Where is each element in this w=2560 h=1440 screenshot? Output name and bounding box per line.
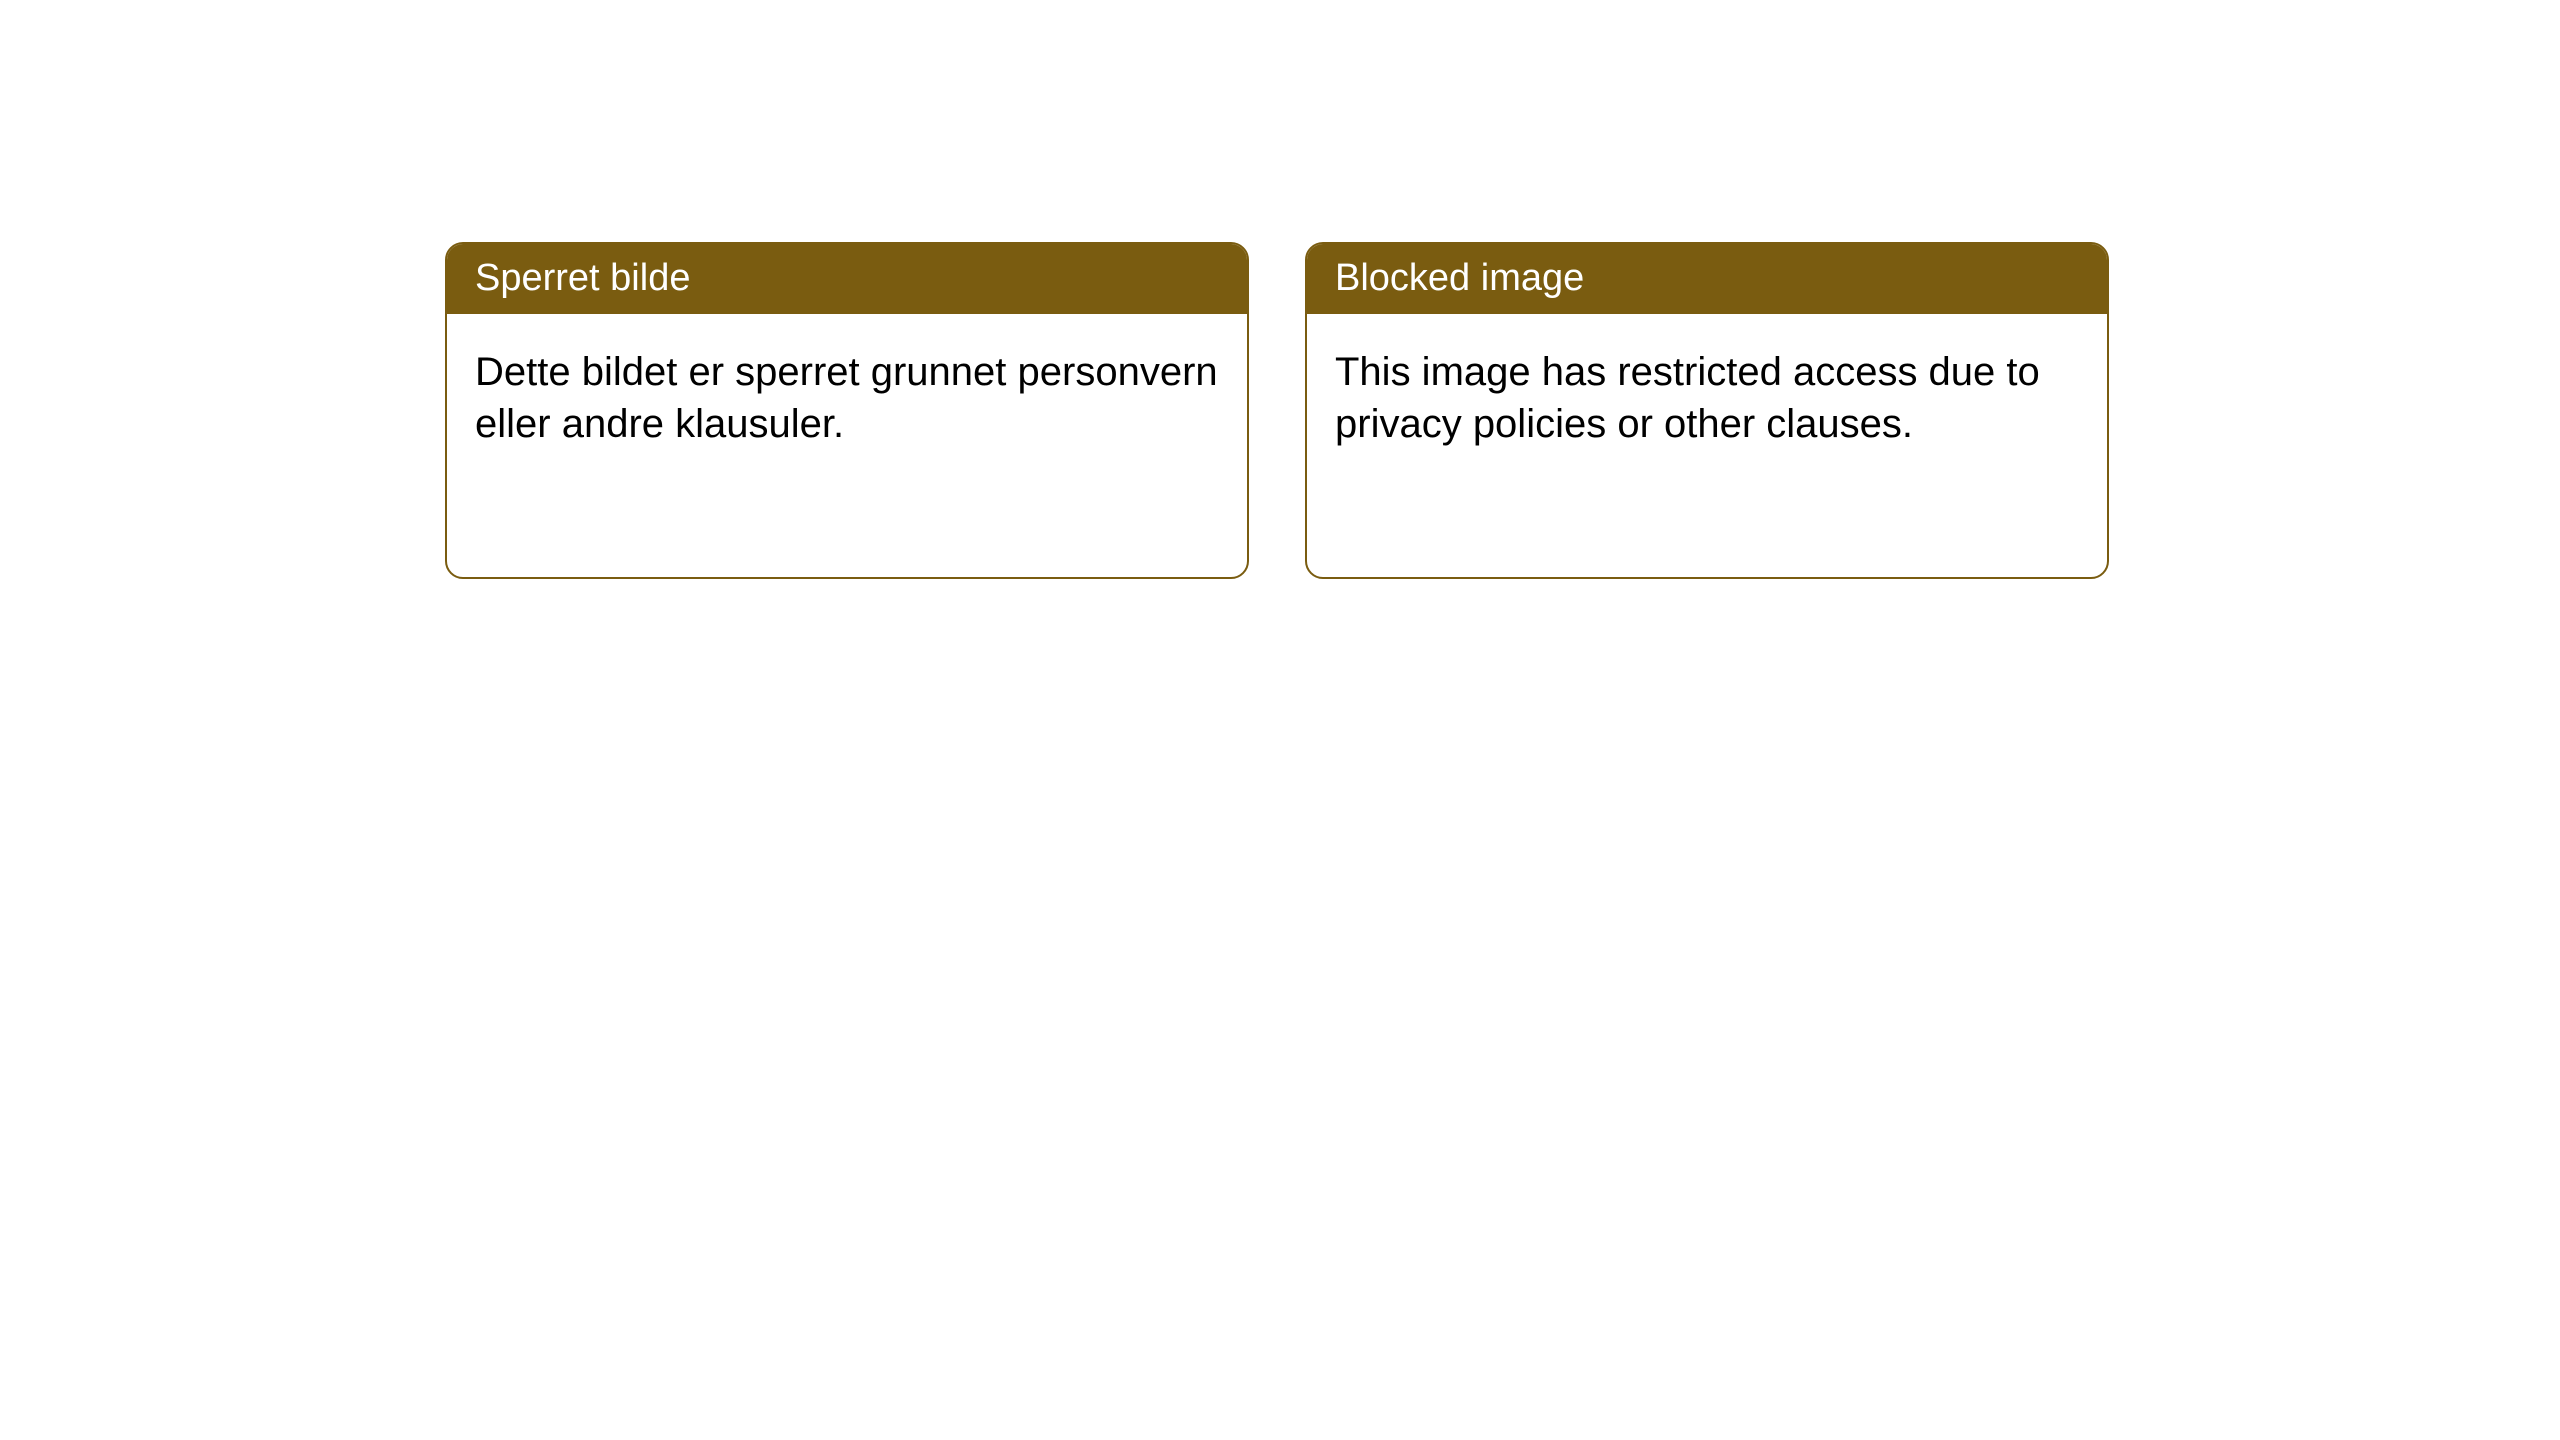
notice-card-english: Blocked image This image has restricted … (1305, 242, 2109, 579)
card-header: Sperret bilde (447, 244, 1247, 314)
card-title: Blocked image (1335, 257, 1584, 299)
card-body-text: Dette bildet er sperret grunnet personve… (475, 350, 1218, 446)
card-body: Dette bildet er sperret grunnet personve… (447, 314, 1247, 482)
card-body: This image has restricted access due to … (1307, 314, 2107, 482)
notice-card-norwegian: Sperret bilde Dette bildet er sperret gr… (445, 242, 1249, 579)
card-title: Sperret bilde (475, 257, 690, 299)
card-header: Blocked image (1307, 244, 2107, 314)
notice-cards-container: Sperret bilde Dette bildet er sperret gr… (445, 242, 2109, 579)
card-body-text: This image has restricted access due to … (1335, 350, 2040, 446)
